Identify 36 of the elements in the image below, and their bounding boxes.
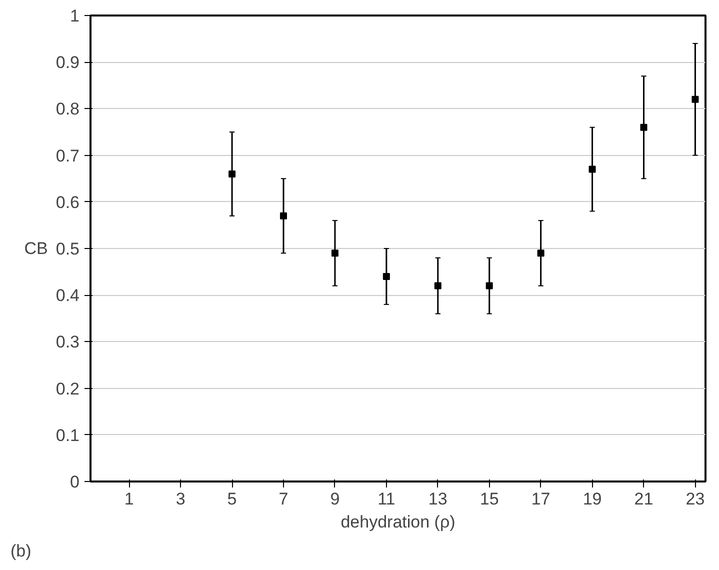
point xyxy=(486,282,493,290)
y-tick-label: 0.9 xyxy=(56,53,80,72)
y-axis-title: CB xyxy=(24,239,48,258)
y-tick-label: 0.5 xyxy=(56,240,80,258)
point xyxy=(588,166,596,173)
x-tick-label: 1 xyxy=(124,490,134,508)
y-tick-label: 0 xyxy=(70,472,80,492)
y-tick-label: 0.4 xyxy=(56,286,80,306)
point xyxy=(692,96,699,103)
x-tick-label: 21 xyxy=(634,490,654,508)
point xyxy=(434,282,442,290)
point xyxy=(228,170,236,178)
point xyxy=(640,124,648,131)
point xyxy=(537,250,544,257)
y-tick-label: 0.3 xyxy=(56,332,80,352)
x-tick-label: 17 xyxy=(531,490,550,508)
x-tick-label: 15 xyxy=(480,490,499,508)
x-tick-label: 7 xyxy=(278,490,288,508)
y-tick-label: 0.7 xyxy=(56,146,80,166)
y-tick-label: 0.2 xyxy=(56,379,80,398)
point xyxy=(331,250,338,257)
x-tick-label: 23 xyxy=(686,490,705,508)
point xyxy=(280,212,287,220)
x-tick-label: 13 xyxy=(428,490,448,508)
x-tick-label: 11 xyxy=(378,490,396,508)
y-tick-label: 0.8 xyxy=(56,100,80,119)
y-tick-label: 0.6 xyxy=(56,192,80,212)
x-tick-label: 19 xyxy=(582,490,602,508)
x-axis-title: dehydration (ρ) xyxy=(340,512,456,532)
y-tick-label: 1 xyxy=(70,6,80,26)
x-tick-label: 3 xyxy=(176,490,186,508)
point xyxy=(382,272,390,280)
text: (b) xyxy=(10,542,32,560)
y-tick-label: 0.1 xyxy=(56,426,80,445)
x-tick-label: 9 xyxy=(330,490,340,508)
x-tick-label: 5 xyxy=(227,490,237,508)
